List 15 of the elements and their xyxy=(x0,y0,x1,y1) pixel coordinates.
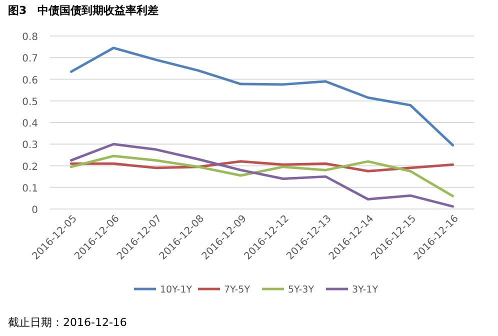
chart-title: 图3 中债国债到期收益率利差 xyxy=(8,4,159,17)
y-tick-label: 0.8 xyxy=(22,32,38,43)
y-tick-label: 0.3 xyxy=(22,140,38,152)
y-tick-label: 0.6 xyxy=(22,75,38,86)
y-tick-label: 0.2 xyxy=(22,162,38,173)
legend-label: 3Y-1Y xyxy=(352,284,378,296)
legend-label: 5Y-3Y xyxy=(288,284,314,296)
y-tick-label: 0.5 xyxy=(22,96,38,108)
y-tick-label: 0.7 xyxy=(22,54,38,65)
legend-label: 7Y-5Y xyxy=(224,284,250,296)
y-tick-label: 0.1 xyxy=(22,183,38,194)
text: 截止日期：2016-12-16 xyxy=(8,316,127,329)
y-tick-label: 0.4 xyxy=(22,118,38,130)
legend-label: 10Y-1Y xyxy=(160,284,192,296)
y-tick-label: 0 xyxy=(32,205,38,216)
